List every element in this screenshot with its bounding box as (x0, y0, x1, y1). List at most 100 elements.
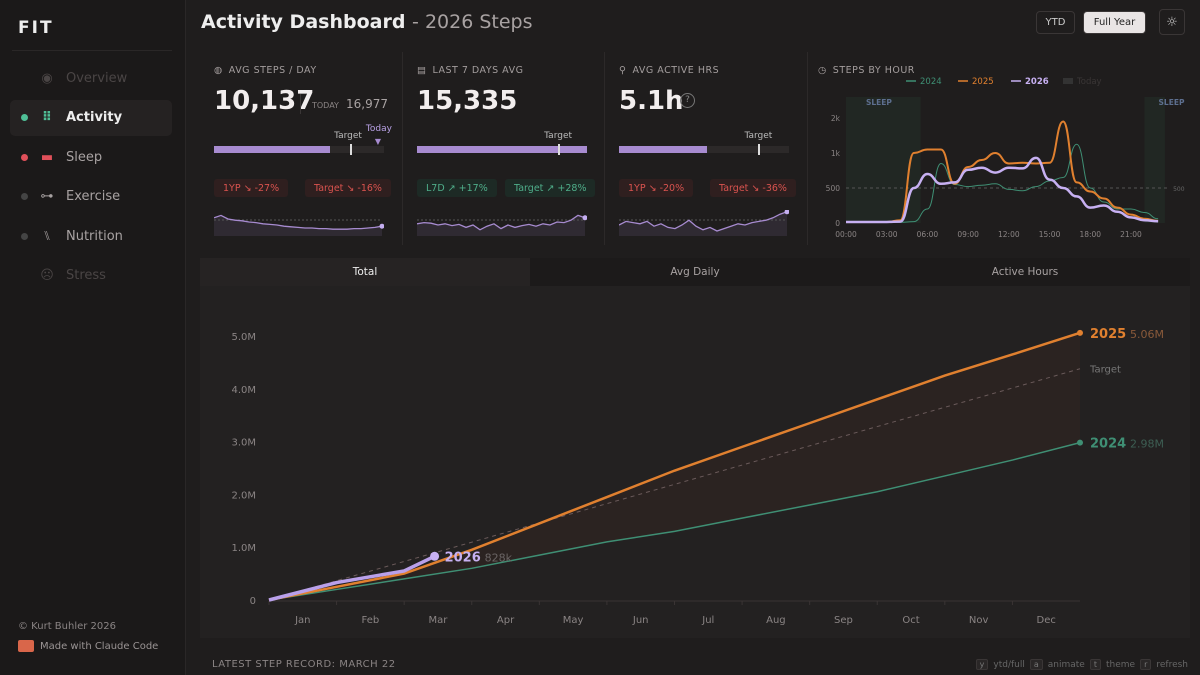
cumulative-chart-panel: 0 1.0M 2.0M 3.0M 4.0M 5.0M Jan Feb Mar Apr May Jun J… (200, 286, 1190, 638)
chart-tabs: Total Avg Daily Active Hours (200, 258, 1190, 286)
kpi-card: ▤ LAST 7 DAYS AVG 15,335 Target L7D ↗ +17% Ta… (403, 52, 605, 245)
footprints-icon: ⠿ (41, 110, 53, 125)
status-dot (21, 232, 28, 240)
sparkline-line (214, 214, 383, 230)
tab-total[interactable]: Total (200, 258, 530, 286)
gap-area (269, 332, 1080, 600)
target-label: Target (744, 131, 773, 141)
sun-icon[interactable]: ☼ (1159, 9, 1185, 35)
x-tick-label: 18:00 (1079, 230, 1101, 239)
y-tick-label: 4.0M (231, 385, 256, 396)
sparkline-area (619, 211, 787, 236)
legend-2026[interactable]: 2026 (1025, 77, 1049, 87)
app-logo: FIT (18, 18, 54, 38)
sparkline-end-dot (784, 210, 789, 215)
sparkline-line (417, 214, 586, 231)
full-year-button[interactable]: Full Year (1083, 11, 1146, 34)
sidebar-item-label: Nutrition (66, 228, 123, 244)
target-label: Target (334, 131, 362, 141)
sidebar-item-label: Exercise (66, 189, 121, 204)
ytd-button[interactable]: YTD (1036, 11, 1075, 34)
legend-2025[interactable]: 2025 (972, 77, 994, 87)
made-with-text: Made with Claude Code (40, 640, 159, 652)
title-subtitle: - 2026 Steps (412, 11, 533, 33)
hourly-line-2025 (845, 120, 1159, 223)
series-label-2024: 2024 (1090, 437, 1126, 452)
divider (300, 94, 301, 114)
sidebar: FIT ◉ Overview ⠿ Activity ▬ Sleep ⊶ Exercise ⑊ Nu… (0, 0, 186, 675)
comparison-badge: 1YP ↘ -20% (619, 179, 694, 197)
x-tick-label: Feb (362, 615, 380, 626)
sidebar-item-label: Overview (66, 70, 128, 86)
sidebar-item-stress[interactable]: ☹ Stress (10, 258, 172, 294)
page-title: Activity Dashboard - 2026 Steps (201, 11, 533, 33)
progress-fill (417, 146, 587, 153)
kpi-value: 10,137 (214, 86, 315, 116)
x-tick-label: 03:00 (876, 230, 898, 239)
clock-icon: ◷ (818, 65, 827, 76)
sparkline-area (417, 215, 585, 236)
x-tick-label: Dec (1037, 615, 1056, 626)
status-dot (21, 272, 28, 279)
x-tick-label: Oct (902, 615, 919, 626)
series-label-2025: 2025 (1090, 327, 1126, 342)
legend-today[interactable]: Today (1076, 77, 1102, 87)
eye-icon: ◉ (41, 70, 53, 86)
latest-record: LATEST STEP RECORD: MARCH 22 (212, 659, 396, 670)
end-point-2025 (1077, 329, 1083, 336)
comparison-badge: 1YP ↘ -27% (214, 179, 289, 197)
shortcut-key[interactable]: y (975, 659, 989, 670)
sidebar-item-label: Activity (66, 110, 123, 125)
sidebar-item-exercise[interactable]: ⊶ Exercise (10, 179, 172, 215)
shortcut-key[interactable]: t (1089, 659, 1101, 670)
shortcut-label: ytd/full (993, 659, 1025, 670)
shortcut-key[interactable]: r (1140, 659, 1152, 670)
x-tick-label: 00:00 (835, 230, 857, 239)
x-tick-label: Aug (766, 615, 786, 626)
sparkline (619, 210, 789, 236)
target-marker (758, 144, 761, 155)
utensils-icon: ⑊ (43, 228, 51, 244)
kpi-label: AVG ACTIVE HRS (632, 65, 720, 76)
line-2026 (268, 554, 436, 602)
title-text: Activity Dashboard (201, 11, 406, 33)
x-tick-label: Jul (701, 615, 714, 626)
face-icon: ☹ (40, 268, 54, 283)
status-dot (21, 75, 28, 82)
line-2024 (268, 441, 1081, 601)
sidebar-item-sleep[interactable]: ▬ Sleep (10, 139, 172, 175)
target-marker (350, 144, 352, 155)
today-marker-label: Today (365, 124, 392, 134)
status-dot (21, 153, 28, 161)
end-point-2024 (1077, 439, 1083, 446)
x-tick-label: Jun (632, 615, 649, 626)
shortcut-key[interactable]: a (1029, 659, 1043, 670)
sparkline-end-dot (582, 215, 587, 221)
cumulative-steps-chart: 0 1.0M 2.0M 3.0M 4.0M 5.0M Jan Feb Mar Apr May Jun J… (231, 327, 1164, 626)
y-tick-label: 0 (835, 219, 840, 228)
tab-avg-daily[interactable]: Avg Daily (530, 258, 860, 286)
x-tick-label: 09:00 (957, 230, 979, 239)
sidebar-item-overview[interactable]: ◉ Overview (10, 60, 172, 96)
reference-label: 500 (1173, 186, 1185, 193)
tab-active-hours[interactable]: Active Hours (860, 258, 1190, 286)
progress-bar: Target Today ▼ (214, 124, 392, 155)
made-with-link[interactable]: Made with Claude Code (18, 640, 158, 652)
x-tick-label: 21:00 (1120, 230, 1142, 239)
kpi-header: ▤ LAST 7 DAYS AVG (417, 65, 523, 76)
sidebar-item-label: Sleep (66, 149, 103, 165)
kpi-label: LAST 7 DAYS AVG (432, 65, 524, 76)
sleep-label: SLEEP (1159, 98, 1185, 107)
sidebar-item-nutrition[interactable]: ⑊ Nutrition (10, 218, 172, 254)
target-label: Target (1089, 365, 1121, 376)
sleep-region (1144, 97, 1165, 223)
hourly-chart: SLEEP SLEEP 0 500 1k 2k 500 00:00 03:00 06:00 09:0… (826, 77, 1185, 239)
today-value: 16,977 (346, 97, 388, 111)
calendar-icon: ▤ (417, 65, 427, 76)
help-icon[interactable]: ? (680, 93, 695, 108)
sparkline-end-dot (379, 223, 384, 229)
sidebar-item-activity[interactable]: ⠿ Activity (10, 99, 172, 136)
legend-2024[interactable]: 2024 (920, 77, 942, 87)
end-point-2026 (430, 551, 440, 561)
shortcut-label: animate (1047, 659, 1085, 670)
